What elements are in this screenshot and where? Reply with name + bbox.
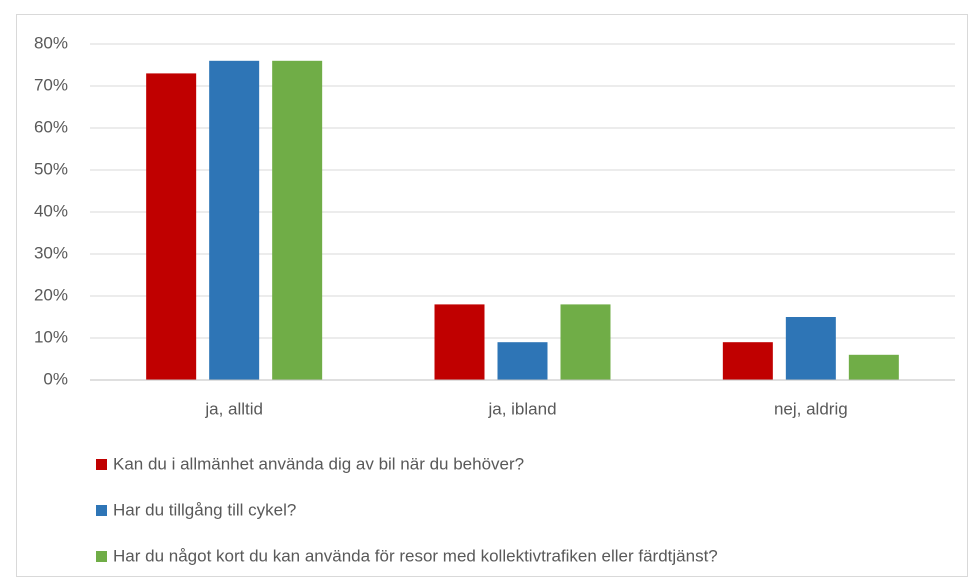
bar bbox=[848, 354, 899, 380]
x-tick-label: ja, ibland bbox=[487, 399, 556, 418]
bar bbox=[146, 73, 197, 381]
legend-swatch bbox=[96, 459, 107, 470]
y-tick-label: 20% bbox=[34, 285, 68, 304]
y-tick-label: 30% bbox=[34, 243, 68, 262]
bar bbox=[434, 304, 485, 380]
bar bbox=[722, 342, 773, 380]
bar bbox=[560, 304, 611, 380]
legend-label: Har du tillgång till cykel? bbox=[113, 500, 296, 519]
bar bbox=[272, 60, 323, 381]
legend-label: Kan du i allmänhet använda dig av bil nä… bbox=[113, 454, 524, 473]
legend-label: Har du något kort du kan använda för res… bbox=[113, 546, 718, 565]
y-tick-label: 40% bbox=[34, 201, 68, 220]
y-tick-label: 0% bbox=[43, 369, 68, 388]
y-tick-label: 70% bbox=[34, 75, 68, 94]
bar bbox=[209, 60, 260, 381]
y-tick-label: 60% bbox=[34, 117, 68, 136]
x-tick-label: nej, aldrig bbox=[774, 399, 848, 418]
y-tick-label: 80% bbox=[34, 33, 68, 52]
legend-swatch bbox=[96, 505, 107, 516]
bar bbox=[785, 317, 836, 380]
y-tick-label: 50% bbox=[34, 159, 68, 178]
y-tick-label: 10% bbox=[34, 327, 68, 346]
bar bbox=[497, 342, 548, 380]
x-tick-label: ja, alltid bbox=[204, 399, 263, 418]
legend-swatch bbox=[96, 551, 107, 562]
